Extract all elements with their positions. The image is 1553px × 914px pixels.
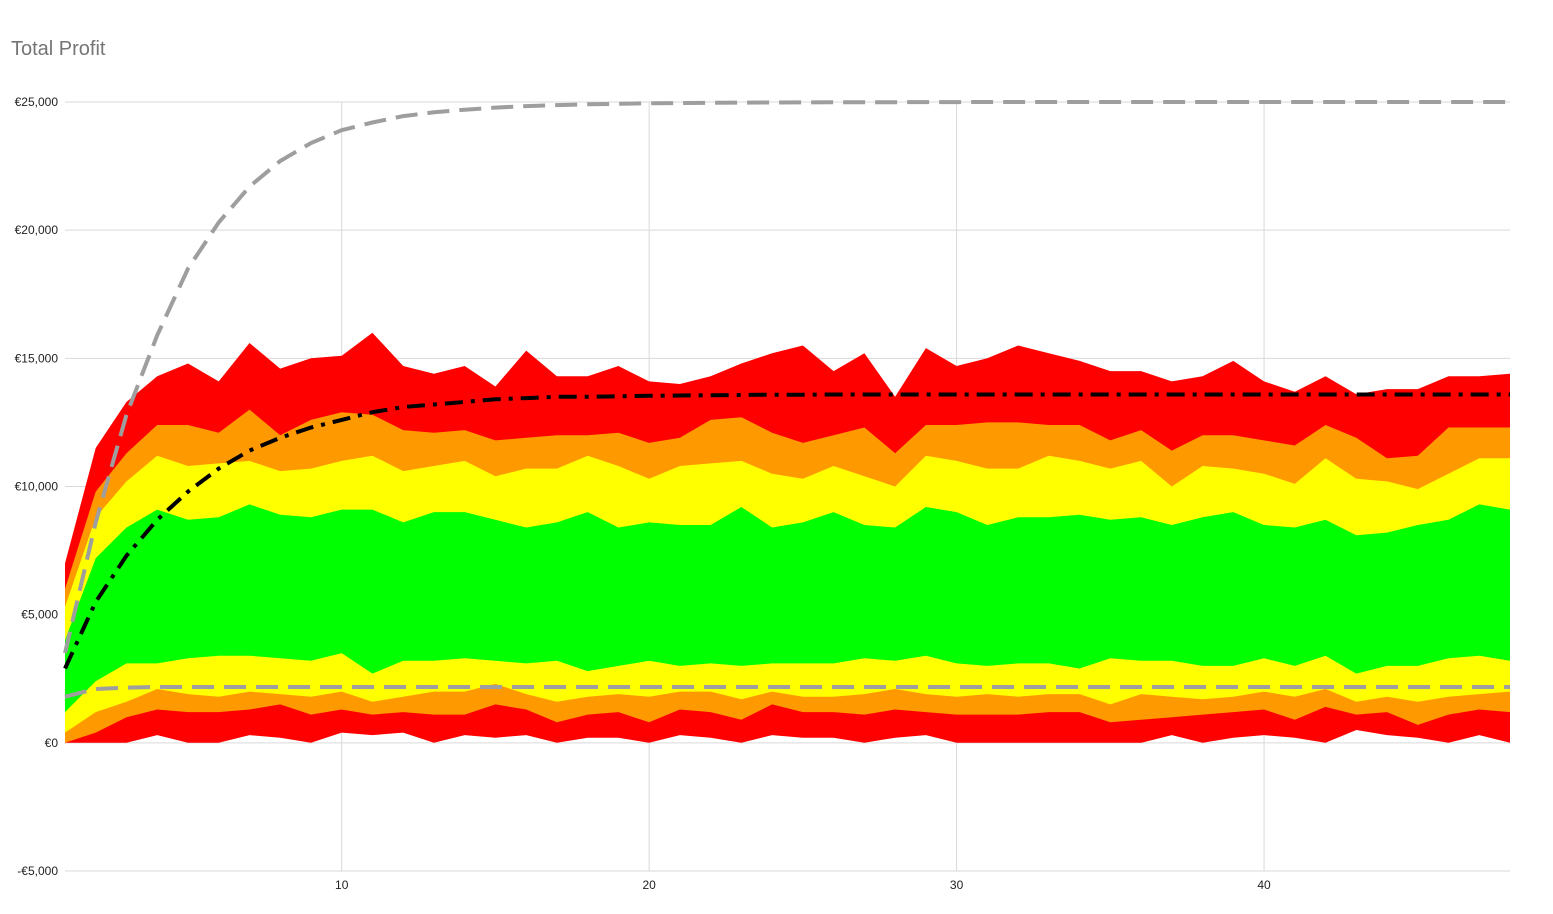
series-line-0 <box>63 392 1510 670</box>
x-tick-label: 10 <box>335 878 349 892</box>
series-lines <box>63 100 1510 699</box>
y-tick-label: €10,000 <box>15 480 59 494</box>
series-line-2 <box>64 685 1510 699</box>
band-3 <box>65 504 1510 713</box>
y-tick-label: €15,000 <box>15 351 59 365</box>
x-axis-ticks: 10 20 30 40 <box>335 878 1271 892</box>
percentile-bands <box>65 332 1510 743</box>
y-tick-label: €5,000 <box>21 608 58 622</box>
y-tick-label: -€5,000 <box>17 864 58 878</box>
x-tick-label: 20 <box>642 878 656 892</box>
x-tick-label: 30 <box>950 878 964 892</box>
y-tick-label: €25,000 <box>15 95 59 109</box>
y-tick-label: €0 <box>45 736 59 750</box>
y-axis-ticks: -€5,000 €0 €5,000 €10,000 €15,000 €20,000 €25,… <box>15 95 59 878</box>
x-tick-label: 40 <box>1257 878 1271 892</box>
series-line-1 <box>63 100 1510 654</box>
y-tick-label: €20,000 <box>15 223 59 237</box>
chart-title: Total Profit <box>11 38 106 60</box>
